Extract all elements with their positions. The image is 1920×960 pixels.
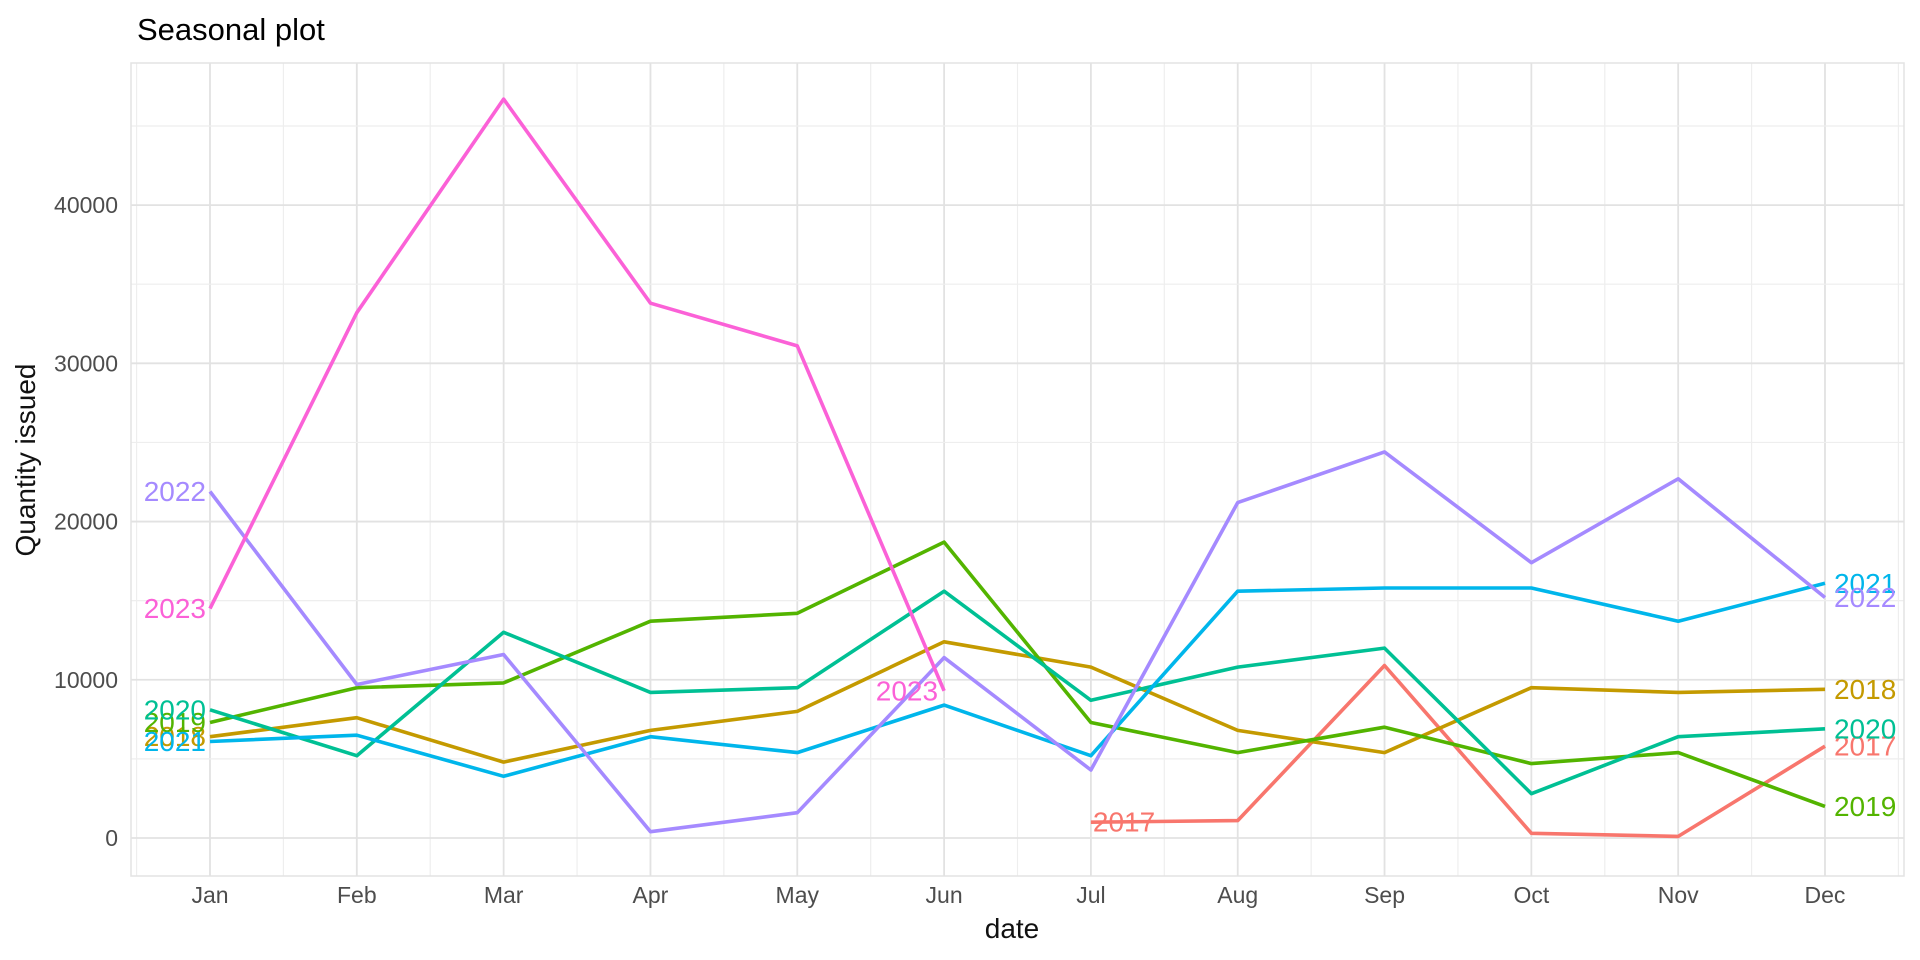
series-label-2022-end: 2022 <box>1834 582 1896 613</box>
series-lines <box>208 97 1827 839</box>
series-label-2018-end: 2018 <box>1834 674 1896 705</box>
panel-border <box>130 62 1905 877</box>
y-axis-title: Quantity issued <box>10 364 41 557</box>
series-label-2021-start: 2021 <box>144 726 206 757</box>
series-line-2019 <box>209 540 1826 809</box>
series-line-2017 <box>1090 663 1826 839</box>
series-direct-labels: 2017201720182018201920192020202020212021… <box>144 476 1897 838</box>
series-line-2022 <box>208 450 1827 834</box>
x-tick-Jul: Jul <box>1076 882 1105 908</box>
series-line-2021 <box>209 581 1826 779</box>
y-tick-30000: 30000 <box>54 350 118 376</box>
series-label-2017-end: 2017 <box>1834 731 1896 762</box>
y-tick-40000: 40000 <box>54 192 118 218</box>
series-line-2023 <box>208 97 946 692</box>
series-line-2020 <box>209 589 1826 796</box>
x-tick-Aug: Aug <box>1217 882 1258 908</box>
x-tick-Jun: Jun <box>926 882 963 908</box>
series-label-2017-start: 2017 <box>1093 807 1155 838</box>
series-label-2023-end: 2023 <box>876 675 938 706</box>
series-label-2019-start: 2019 <box>144 707 206 738</box>
x-tick-Apr: Apr <box>633 882 669 908</box>
y-tick-20000: 20000 <box>54 509 118 535</box>
x-tick-Oct: Oct <box>1513 882 1549 908</box>
series-label-2020-end: 2020 <box>1834 713 1896 744</box>
x-tick-Feb: Feb <box>337 882 377 908</box>
series-line-2018 <box>209 639 1826 764</box>
series-label-2022-start: 2022 <box>144 476 206 507</box>
series-label-2021-end: 2021 <box>1834 568 1896 599</box>
series-label-2019-end: 2019 <box>1834 791 1896 822</box>
x-tick-Jan: Jan <box>191 882 228 908</box>
x-tick-Dec: Dec <box>1805 882 1846 908</box>
series-label-2020-start: 2020 <box>144 694 206 725</box>
x-axis-title: date <box>985 913 1040 944</box>
x-tick-Sep: Sep <box>1364 882 1405 908</box>
series-label-2023-start: 2023 <box>144 593 206 624</box>
chart-title: Seasonal plot <box>137 12 325 47</box>
x-tick-May: May <box>776 882 820 908</box>
x-tick-Nov: Nov <box>1658 882 1699 908</box>
series-label-2018-start: 2018 <box>144 721 206 752</box>
y-tick-0: 0 <box>105 825 118 851</box>
x-tick-Mar: Mar <box>484 882 524 908</box>
axis-tick-labels: Jan Feb Mar Apr May Jun Jul Aug Sep Oct Nov Dec 0 100… <box>54 192 1845 908</box>
y-tick-10000: 10000 <box>54 667 118 693</box>
